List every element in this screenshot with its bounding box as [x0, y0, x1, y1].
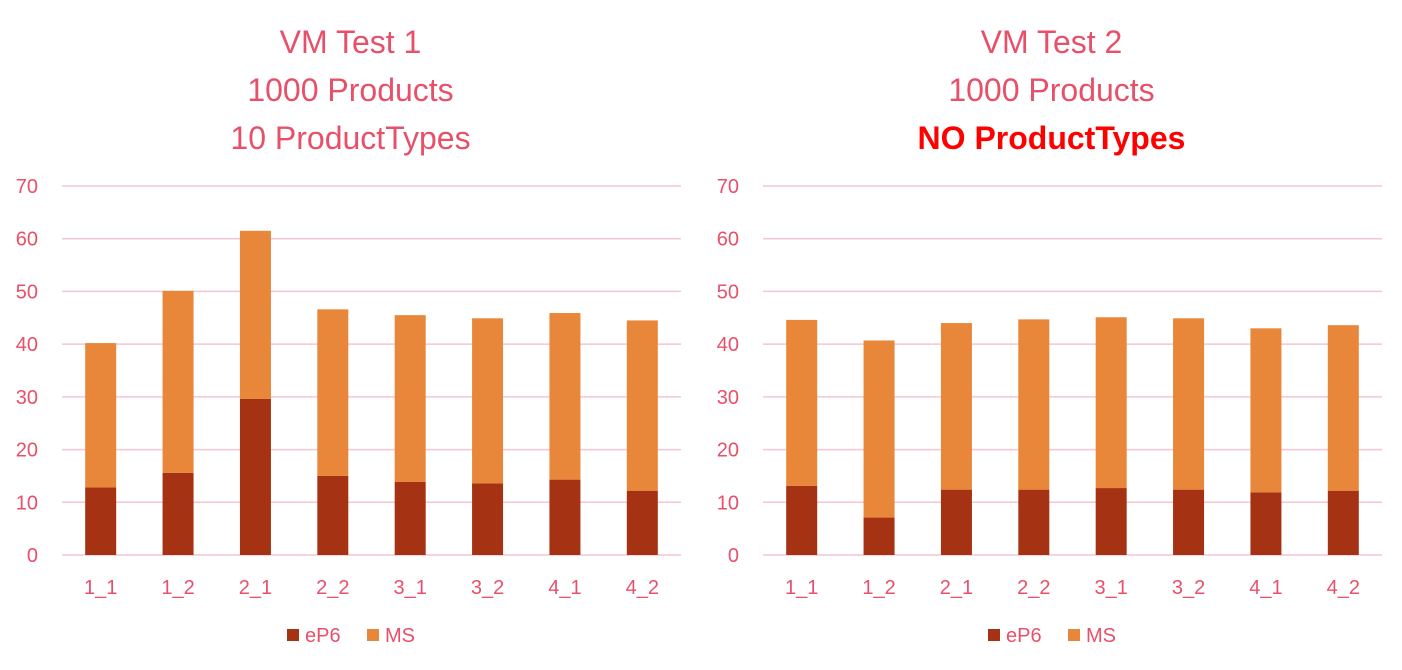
legend-label-ms: MS	[385, 625, 415, 647]
bar-ms-3_2	[472, 318, 504, 484]
bar-ms-1_1	[786, 319, 818, 486]
bar-ms-4_2	[626, 320, 658, 491]
bar-ep6-2_2	[317, 475, 349, 555]
x-tick-label: 3_2	[471, 577, 504, 599]
bar-ep6-4_1	[549, 479, 581, 555]
bar-ms-1_2	[162, 290, 194, 473]
x-tick-label: 4_2	[626, 577, 659, 599]
bar-ms-3_1	[1095, 317, 1127, 489]
y-tick-label: 40	[717, 334, 739, 356]
y-tick-label: 30	[717, 387, 739, 409]
x-tick-label: 2_1	[239, 577, 272, 599]
legend-swatch-ms	[367, 629, 379, 641]
y-tick-label: 50	[16, 281, 38, 303]
title-line-3: 10 ProductTypes	[230, 120, 471, 156]
legend-label-ep6: eP6	[305, 625, 341, 647]
y-tick-label: 30	[16, 387, 38, 409]
bar-ep6-3_1	[394, 481, 426, 555]
x-tick-label: 4_1	[548, 577, 581, 599]
legend-swatch-ep6	[988, 629, 1000, 641]
y-tick-label: 40	[16, 334, 38, 356]
y-tick-label: 0	[728, 545, 739, 567]
x-tick-label: 2_2	[1017, 577, 1050, 599]
bar-ms-1_1	[85, 343, 117, 488]
title-line-2: 1000 Products	[948, 72, 1155, 108]
x-tick-label: 1_2	[862, 577, 895, 599]
x-tick-label: 1_1	[84, 577, 117, 599]
y-tick-label: 70	[16, 176, 38, 198]
y-tick-label: 70	[717, 176, 739, 198]
bar-ep6-3_1	[1095, 488, 1127, 555]
bar-ms-4_2	[1327, 325, 1359, 491]
y-tick-label: 60	[717, 229, 739, 251]
bar-ms-4_1	[1250, 328, 1282, 493]
bar-ep6-4_1	[1250, 492, 1282, 555]
title-line-1: VM Test 2	[980, 24, 1123, 60]
bar-ms-2_2	[1018, 319, 1050, 490]
bar-ep6-1_1	[85, 487, 117, 555]
y-tick-label: 10	[717, 492, 739, 514]
y-tick-label: 0	[27, 545, 38, 567]
bar-ep6-4_2	[1327, 490, 1359, 555]
y-tick-label: 10	[16, 492, 38, 514]
title-line-2: 1000 Products	[247, 72, 454, 108]
bar-ms-1_2	[863, 340, 895, 518]
bar-ms-3_1	[394, 315, 426, 482]
chart-vm-test-1: VM Test 1 1000 Products 10 ProductTypes …	[0, 18, 701, 647]
bar-ms-4_1	[549, 313, 581, 480]
bar-ep6-1_1	[786, 485, 818, 555]
x-tick-label: 4_2	[1327, 577, 1360, 599]
x-tick-label: 1_2	[161, 577, 194, 599]
legend-label-ms: MS	[1086, 625, 1116, 647]
bar-ep6-2_2	[1018, 489, 1050, 555]
x-tick-label: 2_1	[940, 577, 973, 599]
x-tick-label: 3_1	[1095, 577, 1128, 599]
x-tick-label: 3_2	[1172, 577, 1205, 599]
x-tick-label: 4_1	[1249, 577, 1282, 599]
bar-ms-2_1	[940, 323, 972, 490]
chart-plot-area: 0 10 20 30 40 50 60 70 1_1 1_2 2_1 2_2 3_1 3_2 4_1 4_2e…	[16, 176, 681, 647]
title-line-1: VM Test 1	[279, 24, 422, 60]
bar-ms-3_2	[1173, 318, 1205, 490]
x-tick-label: 2_2	[316, 577, 349, 599]
legend-swatch-ms	[1068, 629, 1080, 641]
bar-ep6-4_2	[626, 490, 658, 555]
x-tick-label: 3_1	[394, 577, 427, 599]
legend-label-ep6: eP6	[1006, 625, 1042, 647]
bar-ms-2_2	[317, 309, 349, 476]
y-tick-label: 60	[16, 229, 38, 251]
bar-ep6-1_2	[162, 472, 194, 555]
chart-title: VM Test 2 1000 Products NO ProductTypes	[701, 18, 1402, 162]
bar-ep6-2_1	[940, 489, 972, 555]
bar-ep6-3_2	[1173, 489, 1205, 555]
x-tick-label: 1_1	[785, 577, 818, 599]
bar-ep6-2_1	[239, 398, 271, 555]
chart-vm-test-2: VM Test 2 1000 Products NO ProductTypes …	[701, 0, 1402, 670]
legend-swatch-ep6	[287, 629, 299, 641]
bar-ep6-3_2	[472, 483, 504, 555]
chart-plot-area: 0 10 20 30 40 50 60 70 1_1 1_2 2_1 2_2 3_1 3_2 4_1 4_2e…	[717, 176, 1382, 647]
y-tick-label: 20	[16, 440, 38, 462]
y-tick-label: 20	[717, 440, 739, 462]
bar-ep6-1_2	[863, 517, 895, 555]
title-line-3: NO ProductTypes	[917, 120, 1186, 156]
chart-title: VM Test 1 1000 Products 10 ProductTypes	[0, 18, 701, 162]
bar-ms-2_1	[239, 230, 271, 399]
y-tick-label: 50	[717, 281, 739, 303]
